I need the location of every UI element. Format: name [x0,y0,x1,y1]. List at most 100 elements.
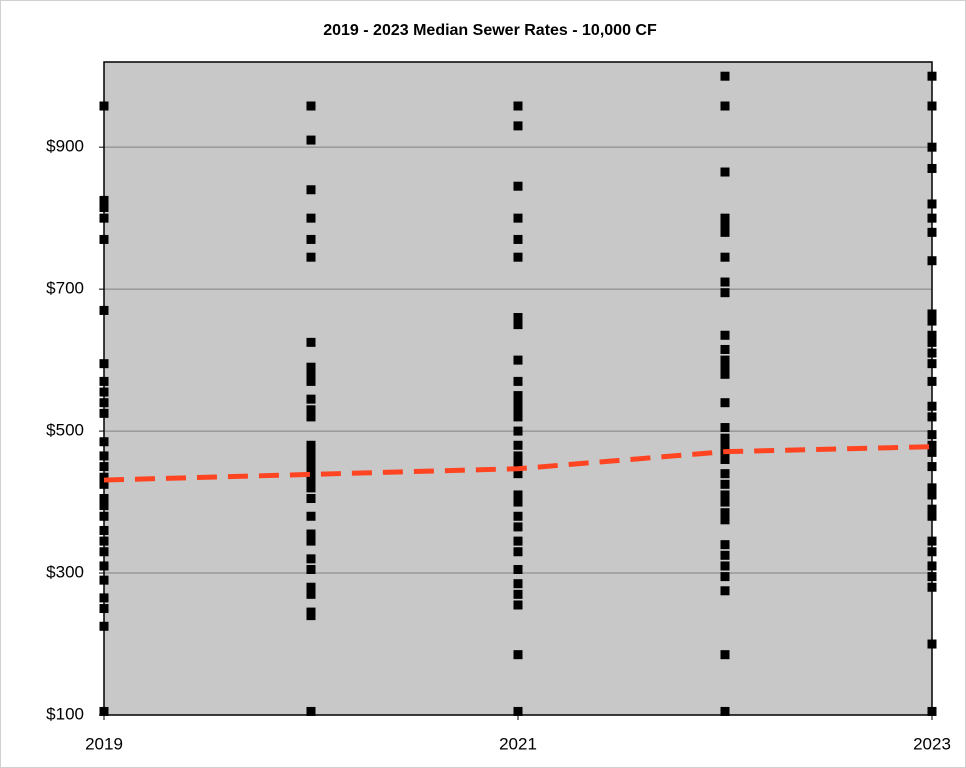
data-point [927,561,937,571]
data-point [927,572,937,582]
data-point [99,621,109,631]
y-tick-label: $700 [46,279,84,298]
data-point [513,412,523,422]
data-point [306,405,316,415]
data-point [306,611,316,621]
data-point [306,564,316,574]
plot-area [104,62,932,715]
data-point [927,430,937,440]
data-point [513,391,523,401]
data-point [720,572,730,582]
data-point [927,213,937,223]
y-tick-label: $300 [46,563,84,582]
data-point [720,469,730,479]
data-point [306,589,316,599]
data-point [306,440,316,450]
data-point [306,252,316,262]
data-point [306,511,316,521]
data-point [513,497,523,507]
data-point [99,706,109,716]
data-point [99,511,109,521]
data-point [513,511,523,521]
data-point [306,536,316,546]
data-point [720,330,730,340]
data-point [927,490,937,500]
data-point [513,181,523,191]
data-point [720,440,730,450]
data-point [99,234,109,244]
data-point [927,440,937,450]
data-point [513,101,523,111]
data-point [99,501,109,511]
data-point [927,142,937,152]
chart-title: 2019 - 2023 Median Sewer Rates - 10,000 … [323,22,657,39]
data-point [513,121,523,131]
data-point [99,593,109,603]
data-point [720,355,730,365]
data-point [306,582,316,592]
data-point [927,511,937,521]
data-point [927,547,937,557]
data-point [306,135,316,145]
data-point [513,454,523,464]
data-point [99,451,109,461]
data-point [99,472,109,482]
data-point [720,167,730,177]
data-point [513,213,523,223]
data-point [306,369,316,379]
data-point [513,234,523,244]
data-point [306,454,316,464]
data-point [99,547,109,557]
data-point [720,423,730,433]
data-point [306,483,316,493]
data-point [306,376,316,386]
data-point [99,575,109,585]
data-point [927,504,937,514]
data-point [306,362,316,372]
data-point [513,650,523,660]
x-tick-label: 2019 [85,734,123,753]
data-point [927,462,937,472]
data-point [720,227,730,237]
data-point [306,337,316,347]
data-point [927,330,937,340]
y-tick-label: $500 [46,421,84,440]
data-point [99,561,109,571]
data-point [720,362,730,372]
data-point [927,309,937,319]
data-point [927,71,937,81]
data-point [99,408,109,418]
data-point [927,447,937,457]
data-point [720,213,730,223]
data-point [306,476,316,486]
data-point [306,529,316,539]
data-point [99,359,109,369]
data-point [513,490,523,500]
data-point [720,71,730,81]
data-point [720,277,730,287]
data-point [99,398,109,408]
data-point [513,600,523,610]
data-point [720,479,730,489]
data-point [99,213,109,223]
data-point [513,440,523,450]
data-point [720,561,730,571]
data-point [99,195,109,205]
data-point [99,387,109,397]
data-point [99,479,109,489]
data-point [513,469,523,479]
data-point [306,394,316,404]
data-point [720,586,730,596]
data-point [720,252,730,262]
data-point [927,316,937,326]
data-point [720,515,730,525]
data-point [99,101,109,111]
data-point [306,213,316,223]
x-tick-label: 2021 [499,734,537,753]
data-point [99,203,109,213]
data-point [513,564,523,574]
data-point [99,437,109,447]
data-point [306,412,316,422]
data-point [513,547,523,557]
